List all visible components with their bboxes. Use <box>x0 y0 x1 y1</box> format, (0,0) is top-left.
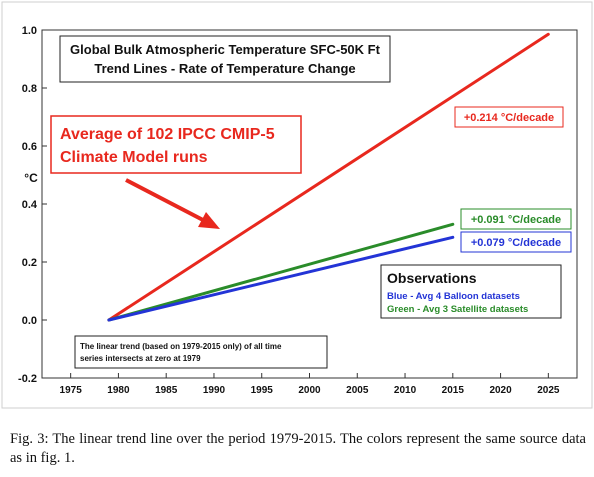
x-tick-label: 2010 <box>394 385 417 396</box>
model-annotation-line-2: Climate Model runs <box>60 149 208 166</box>
chart-title-box: Global Bulk Atmospheric Temperature SFC-… <box>59 35 391 83</box>
model-annotation-box: Average of 102 IPCC CMIP-5 Climate Model… <box>50 115 302 174</box>
x-tick-label: 1995 <box>251 385 274 396</box>
y-tick-label: 1.0 <box>22 25 37 37</box>
x-tick-label: 1990 <box>203 385 226 396</box>
y-axis-label: °C <box>24 171 38 185</box>
note-line-1: The linear trend (based on 1979-2015 onl… <box>80 342 282 351</box>
chart-title-line-2: Trend Lines - Rate of Temperature Change <box>94 61 355 76</box>
y-tick-label: 0.2 <box>22 257 37 269</box>
blue-trend-label: +0.079 °C/decade <box>471 237 561 249</box>
x-tick-label: 2015 <box>442 385 465 396</box>
note-box: The linear trend (based on 1979-2015 onl… <box>74 335 328 369</box>
observations-legend: Observations Blue - Avg 4 Balloon datase… <box>380 264 562 319</box>
balloon-trend-line <box>107 235 455 322</box>
x-tick-label: 1980 <box>107 385 130 396</box>
series-lines <box>107 32 550 322</box>
chart-title-line-1: Global Bulk Atmospheric Temperature SFC-… <box>70 42 381 57</box>
observations-green-entry: Green - Avg 3 Satellite datasets <box>387 304 528 315</box>
x-tick-label: 2000 <box>298 385 321 396</box>
figure-caption: Fig. 3: The linear trend line over the p… <box>10 431 586 466</box>
red-trend-label: +0.214 °C/decade <box>464 112 554 124</box>
blue-trend-label-box: +0.079 °C/decade <box>460 231 572 253</box>
satellite-trend-line <box>107 222 455 322</box>
x-tick-label: 2025 <box>537 385 560 396</box>
axes: -0.2 0.0 0.2 0.4 0.6 0.8 1.0 1975 1980 1985 1990 19… <box>18 25 560 396</box>
x-tick-label: 2005 <box>346 385 369 396</box>
model-trend-line <box>107 32 550 322</box>
annotation-arrow <box>125 178 220 229</box>
note-line-2: series intersects at zero at 1979 <box>80 354 201 363</box>
x-tick-label: 2020 <box>489 385 512 396</box>
green-trend-label-box: +0.091 °C/decade <box>460 208 572 230</box>
y-tick-label: 0.0 <box>22 315 37 327</box>
y-tick-label: 0.8 <box>22 83 37 95</box>
model-annotation-line-1: Average of 102 IPCC CMIP-5 <box>60 126 275 143</box>
x-tick-label: 1975 <box>60 385 83 396</box>
y-tick-label: 0.4 <box>22 199 38 211</box>
plot-area <box>41 29 578 379</box>
y-tick-label: 0.6 <box>22 141 37 153</box>
y-tick-label: -0.2 <box>18 373 37 385</box>
chart: -0.2 0.0 0.2 0.4 0.6 0.8 1.0 1975 1980 1985 1990 19… <box>1 1 593 409</box>
red-trend-label-box: +0.214 °C/decade <box>454 106 564 128</box>
x-tick-label: 1985 <box>155 385 178 396</box>
green-trend-label: +0.091 °C/decade <box>471 214 561 226</box>
observations-blue-entry: Blue - Avg 4 Balloon datasets <box>387 291 520 302</box>
observations-title: Observations <box>387 270 477 286</box>
